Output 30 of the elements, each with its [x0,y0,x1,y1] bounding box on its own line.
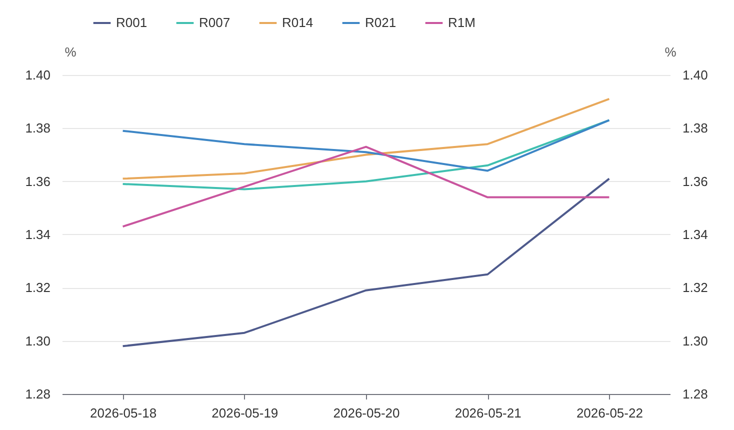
line-series [122,119,610,172]
y2-tick-label: 1.34 [682,227,708,242]
y2-tick-label: 1.40 [682,68,708,82]
y2-tick-label: 1.36 [682,174,708,189]
y2-axis-title: % [664,44,677,60]
y2-tick-label: 1.30 [682,333,708,348]
y-tick-label: 1.38 [25,120,50,136]
x-tick-label: 2026-05-18 [90,406,157,420]
y-tick-label: 1.32 [25,280,50,296]
y-axis-title: % [64,44,77,60]
x-tick-label: 2026-05-19 [212,406,278,420]
y-tick-label: 1.30 [25,333,50,348]
line-series [122,178,610,348]
legend-label: R007 [199,15,230,30]
legend-label: R014 [282,15,314,30]
y2-tick-label: 1.32 [682,280,708,296]
y2-tick-label: 1.28 [682,386,708,402]
y-tick-label: 1.28 [25,386,50,402]
y2-tick-label: 1.38 [682,120,708,136]
legend-label: R1M [448,15,476,30]
line-series [122,98,610,180]
legend-label: R021 [365,15,396,30]
x-tick-label: 2026-05-22 [576,406,643,420]
y-tick-label: 1.40 [25,68,50,82]
y-tick-label: 1.34 [25,227,50,242]
line-series [122,146,610,228]
legend-label: R001 [116,15,148,30]
y-tick-label: 1.36 [25,174,50,189]
x-tick-label: 2026-05-21 [454,406,522,420]
x-tick-label: 2026-05-20 [333,406,400,420]
